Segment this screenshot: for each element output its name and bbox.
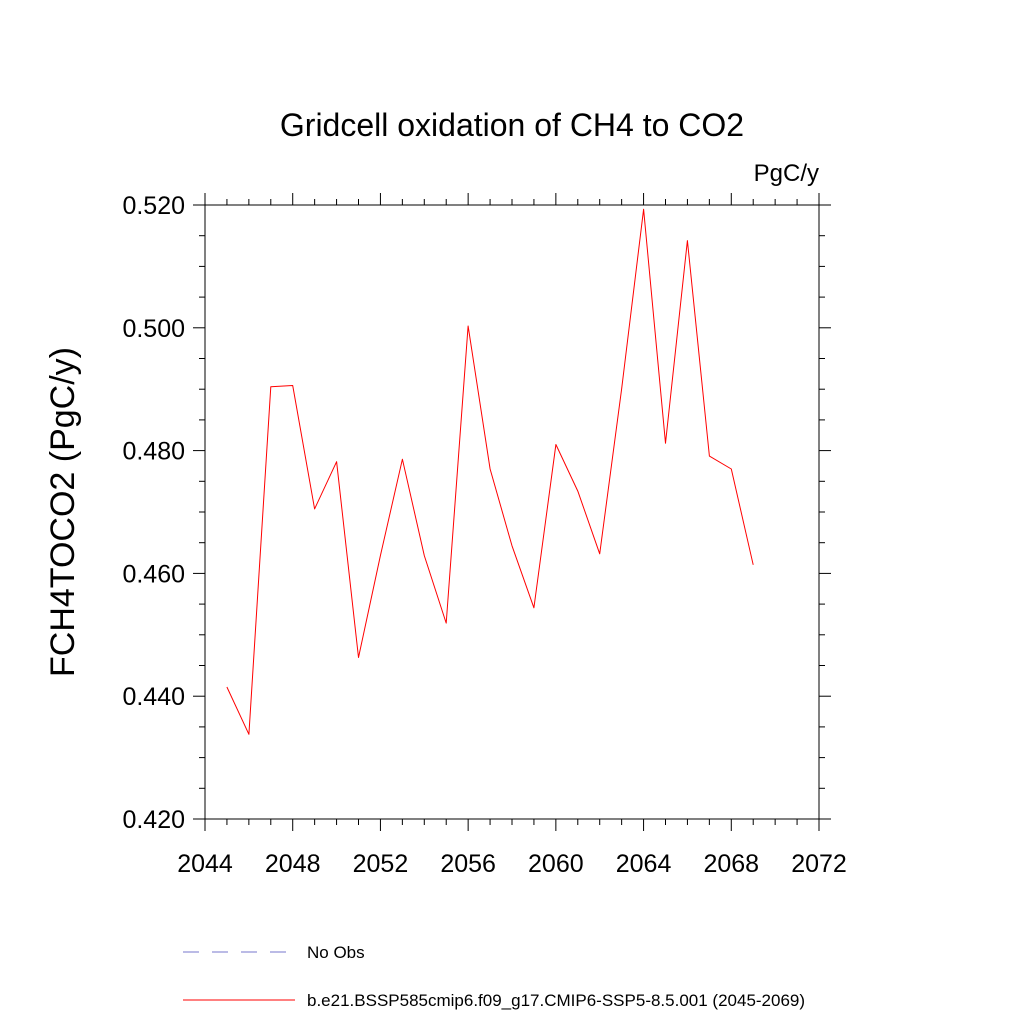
y-tick-label: 0.440	[122, 683, 185, 711]
y-axis-label: FCH4TOCO2 (PgC/y)	[44, 347, 82, 677]
chart-title: Gridcell oxidation of CH4 to CO2	[280, 107, 744, 143]
legend: No Obs b.e21.BSSP585cmip6.f09_g17.CMIP6-S…	[183, 943, 805, 1010]
y-tick-label: 0.460	[122, 560, 185, 588]
x-tick-label: 2064	[616, 850, 672, 878]
x-tick-label: 2060	[528, 850, 584, 878]
legend-label-0: No Obs	[307, 943, 365, 962]
legend-label-1: b.e21.BSSP585cmip6.f09_g17.CMIP6-SSP5-8.…	[307, 991, 805, 1010]
y-tick-label: 0.420	[122, 806, 185, 834]
x-tick-label: 2052	[353, 850, 409, 878]
y-tick-label: 0.500	[122, 315, 185, 343]
x-tick-label: 2044	[177, 850, 233, 878]
plot-frame	[204, 204, 820, 820]
x-tick-label: 2068	[703, 850, 759, 878]
y-tick-label: 0.520	[122, 192, 185, 220]
series-line-0	[226, 208, 754, 735]
x-tick-label: 2056	[440, 850, 496, 878]
x-tick-label: 2048	[265, 850, 321, 878]
units-label: PgC/y	[754, 160, 819, 187]
series-layer	[226, 208, 754, 735]
y-tick-label: 0.480	[122, 438, 185, 466]
axis-ticks: 0.420 0.440 0.460 0.480 0.500 0.520 2044 2048 20…	[122, 192, 846, 878]
x-tick-label: 2072	[791, 850, 847, 878]
